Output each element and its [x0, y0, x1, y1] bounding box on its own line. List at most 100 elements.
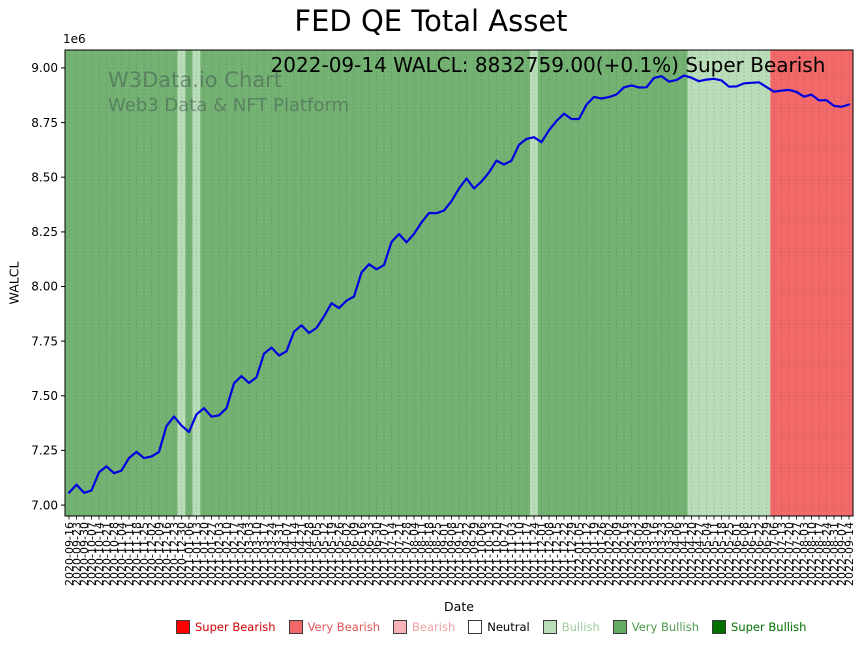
y-tick-label: 7.75 [31, 334, 58, 348]
x-tick-label: 2022-07-27 [791, 522, 804, 586]
x-tick-label: 2021-12-29 [566, 522, 579, 586]
x-tick-label: 2022-08-10 [806, 522, 819, 586]
x-tick-label: 2020-11-11 [123, 522, 136, 586]
x-tick-label: 2022-02-23 [626, 522, 639, 586]
legend-swatch-icon [393, 620, 408, 634]
x-tick-label: 2022-06-22 [753, 522, 766, 586]
x-tick-label: 2021-10-20 [491, 522, 504, 586]
x-tick-label: 2021-02-03 [213, 522, 226, 586]
x-tick-label: 2022-09-07 [836, 522, 849, 586]
legend-label: Very Bullish [631, 620, 700, 634]
x-tick-label: 2022-02-02 [603, 522, 616, 586]
x-tick-label: 2020-11-18 [131, 522, 144, 586]
x-tick-label: 2022-01-26 [596, 522, 609, 586]
x-tick-label: 2021-02-17 [228, 522, 241, 586]
x-tick-label: 2021-07-07 [378, 522, 391, 586]
x-tick-label: 2021-07-21 [393, 522, 406, 586]
x-tick-label: 2020-10-07 [86, 522, 99, 586]
x-tick-label: 2022-01-19 [588, 522, 601, 586]
x-tick-label: 2020-11-04 [116, 522, 129, 586]
y-tick-label: 8.75 [31, 116, 58, 130]
sentiment-band-very_bearish [770, 50, 853, 516]
x-tick-label: 2022-01-05 [573, 522, 586, 586]
x-tick-label: 2022-02-09 [611, 522, 624, 586]
x-tick-label: 2021-09-29 [468, 522, 481, 586]
x-tick-label: 2021-05-26 [333, 522, 346, 586]
x-tick-label: 2021-02-24 [236, 522, 249, 586]
watermark-line2: Web3 Data & NFT Platform [108, 95, 350, 116]
legend-label: Neutral [487, 620, 530, 634]
x-tick-label: 2021-01-06 [183, 522, 196, 586]
legend-swatch-icon [612, 620, 627, 634]
x-tick-label: 2020-10-28 [108, 522, 121, 586]
y-axis-offset-text: 1e6 [63, 32, 86, 46]
x-tick-label: 2021-07-28 [401, 522, 414, 586]
x-tick-label: 2021-06-02 [341, 522, 354, 586]
x-tick-label: 2021-04-14 [288, 522, 301, 586]
legend-swatch-icon [712, 620, 727, 634]
x-tick-label: 2021-11-17 [521, 522, 534, 586]
y-tick-label: 7.50 [31, 389, 58, 403]
x-tick-label: 2020-09-16 [63, 522, 76, 586]
x-tick-label: 2020-10-14 [93, 522, 106, 586]
x-tick-label: 2022-02-16 [618, 522, 631, 586]
x-tick-label: 2022-04-20 [686, 522, 699, 586]
x-tick-label: 2021-06-30 [371, 522, 384, 586]
watermark-line1: W3Data.io Chart [108, 68, 283, 92]
x-tick-label: 2021-01-27 [206, 522, 219, 586]
legend-swatch-icon [288, 620, 303, 634]
latest-value-annotation: 2022-09-14 WALCL: 8832759.00(+0.1%) Supe… [270, 53, 826, 77]
x-tick-label: 2021-09-01 [438, 522, 451, 586]
x-tick-label: 2022-06-15 [746, 522, 759, 586]
x-tick-label: 2021-02-10 [221, 522, 234, 586]
legend-item-super-bullish: Super Bullish [712, 620, 806, 634]
x-tick-label: 2022-06-08 [738, 522, 751, 586]
x-tick-label: 2022-04-27 [693, 522, 706, 586]
x-tick-label: 2021-12-22 [558, 522, 571, 586]
x-tick-label: 2022-08-31 [828, 522, 841, 586]
x-tick-label: 2022-07-13 [776, 522, 789, 586]
legend-label: Bullish [561, 620, 600, 634]
x-tick-label: 2021-03-03 [243, 522, 256, 586]
legend-swatch-icon [468, 620, 483, 634]
x-tick-label: 2022-05-11 [708, 522, 721, 586]
x-tick-label: 2022-05-18 [716, 522, 729, 586]
sentiment-band-bullish [192, 50, 201, 516]
legend-item-super-bearish: Super Bearish [176, 620, 276, 634]
chart-title: FED QE Total Asset [294, 4, 568, 38]
x-tick-label: 2021-03-17 [258, 522, 271, 586]
sentiment-band-very_bullish [537, 50, 688, 516]
legend-item-bullish: Bullish [542, 620, 600, 634]
x-tick-label: 2021-12-01 [536, 522, 549, 586]
sentiment-bands-layer [65, 50, 853, 516]
x-tick-label: 2021-09-22 [461, 522, 474, 586]
x-tick-label: 2021-11-24 [528, 522, 541, 586]
x-tick-label: 2021-04-21 [296, 522, 309, 586]
x-tick-label: 2021-12-08 [543, 522, 556, 586]
y-tick-label: 8.25 [31, 225, 58, 239]
x-tick-label: 2022-04-13 [678, 522, 691, 586]
x-tick-label: 2021-01-20 [198, 522, 211, 586]
x-tick-label: 2020-10-21 [101, 522, 114, 586]
x-tick-label: 2021-05-12 [318, 522, 331, 586]
x-tick-label: 2021-10-06 [476, 522, 489, 586]
x-tick-label: 2022-06-29 [761, 522, 774, 586]
x-tick-label: 2021-10-13 [483, 522, 496, 586]
x-tick-label: 2021-08-04 [408, 522, 421, 586]
x-tick-label: 2021-06-16 [356, 522, 369, 586]
sentiment-band-bullish [177, 50, 186, 516]
x-tick-label: 2020-12-23 [168, 522, 181, 586]
x-tick-label: 2022-01-12 [581, 522, 594, 586]
x-tick-label: 2020-09-30 [78, 522, 91, 586]
x-tick-label: 2021-06-23 [363, 522, 376, 586]
legend-label: Super Bearish [195, 620, 276, 634]
x-tick-label: 2021-04-28 [303, 522, 316, 586]
legend-item-bearish: Bearish [393, 620, 455, 634]
legend-label: Very Bearish [307, 620, 381, 634]
y-tick-label: 8.00 [31, 280, 58, 294]
y-axis-label: WALCL [6, 261, 22, 305]
x-tick-label: 2021-08-11 [416, 522, 429, 586]
x-tick-label: 2022-03-16 [648, 522, 661, 586]
x-tick-label: 2021-11-10 [513, 522, 526, 586]
